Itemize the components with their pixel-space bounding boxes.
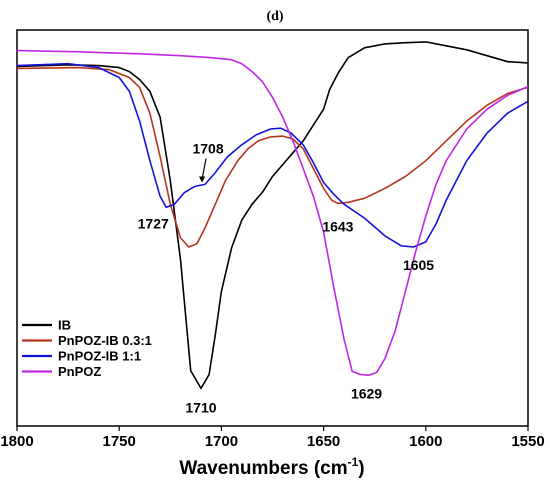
series-line-pnpoz (16, 49, 529, 377)
x-tick-label: 1800 (0, 433, 33, 450)
annotations: 1708 1727 1710 1643 1605 1629 (138, 140, 435, 415)
series-layer (16, 41, 529, 390)
legend-label-pnpoz-ib-1-1: PnPOZ-IB 1:1 (58, 349, 141, 364)
x-tick-label: 1600 (409, 433, 442, 450)
x-axis-ticks: 1800 1750 1700 1650 1600 1550 (0, 426, 545, 450)
x-tick-label: 1700 (205, 433, 238, 450)
x-axis-label-superscript: -1 (348, 455, 359, 469)
series-line-pnpoz-ib-1-1 (16, 62, 529, 248)
annotation-arrow-head (199, 176, 206, 183)
plot-area (16, 29, 529, 427)
x-tick-label: 1550 (511, 433, 544, 450)
panel-label: (d) (266, 9, 283, 24)
series-line-ib (16, 41, 529, 390)
annotation-1629: 1629 (351, 385, 382, 401)
annotation-1708: 1708 (192, 140, 223, 156)
annotation-1727: 1727 (138, 215, 169, 231)
x-tick-label: 1650 (307, 433, 340, 450)
annotation-1710: 1710 (185, 399, 216, 415)
annotation-1605: 1605 (403, 257, 434, 273)
legend-label-pnpoz-ib-0-3-1: PnPOZ-IB 0.3:1 (58, 333, 152, 348)
annotation-1643: 1643 (322, 218, 353, 234)
legend-label-ib: IB (58, 318, 71, 333)
x-tick-label: 1750 (103, 433, 136, 450)
series-line-pnpoz-ib-0-3-1 (16, 66, 529, 248)
legend-label-pnpoz: PnPOZ (58, 364, 101, 379)
annotation-arrow-line (201, 158, 207, 180)
x-axis-label: Wavenumbers (cm-1) (179, 455, 364, 479)
